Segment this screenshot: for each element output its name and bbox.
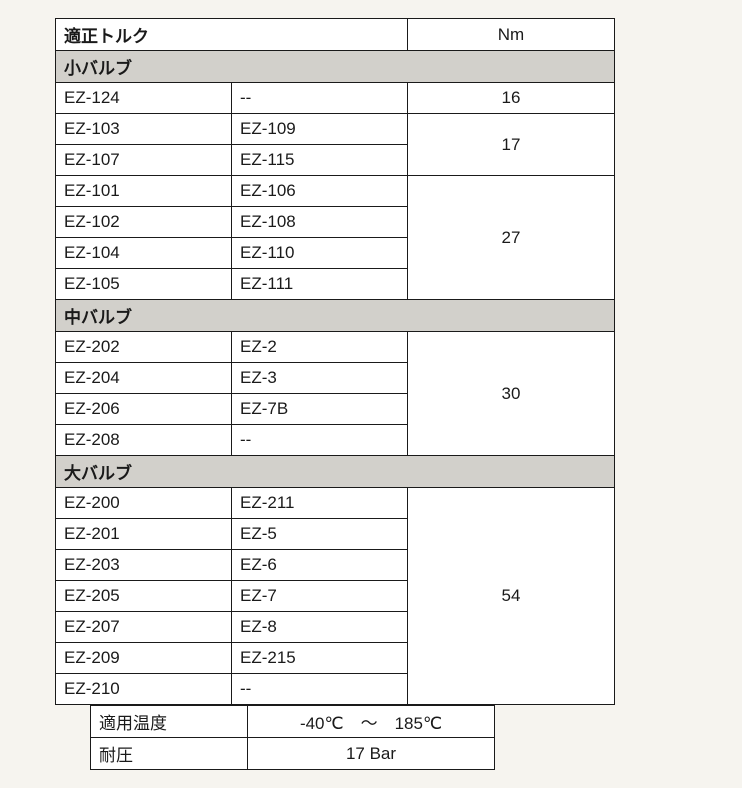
spec-table: 適用温度 -40℃ ～ 185℃ 耐圧 17 Bar xyxy=(90,705,495,770)
cell: EZ-205 xyxy=(56,581,232,612)
cell: EZ-101 xyxy=(56,176,232,207)
cell: EZ-103 xyxy=(56,114,232,145)
cell: EZ-2 xyxy=(232,332,408,363)
cell: -- xyxy=(232,425,408,456)
cell: EZ-207 xyxy=(56,612,232,643)
temp-value: -40℃ ～ 185℃ xyxy=(248,706,495,738)
value-cell: 54 xyxy=(408,488,615,705)
cell: EZ-102 xyxy=(56,207,232,238)
cell: EZ-105 xyxy=(56,269,232,300)
table-row: EZ-124 -- 16 xyxy=(56,83,615,114)
cell: EZ-206 xyxy=(56,394,232,425)
cell: EZ-215 xyxy=(232,643,408,674)
value-cell: 30 xyxy=(408,332,615,456)
table-row: EZ-202 EZ-2 30 xyxy=(56,332,615,363)
cell: EZ-3 xyxy=(232,363,408,394)
value-cell: 16 xyxy=(408,83,615,114)
table-title: 適正トルク xyxy=(56,19,408,51)
temp-label: 適用温度 xyxy=(91,706,248,738)
cell: EZ-6 xyxy=(232,550,408,581)
table-row: EZ-103 EZ-109 17 xyxy=(56,114,615,145)
cell: EZ-124 xyxy=(56,83,232,114)
section-medium: 中バルブ xyxy=(56,300,615,332)
cell: EZ-201 xyxy=(56,519,232,550)
cell: EZ-209 xyxy=(56,643,232,674)
cell: EZ-108 xyxy=(232,207,408,238)
cell: EZ-107 xyxy=(56,145,232,176)
section-large: 大バルブ xyxy=(56,456,615,488)
pressure-label: 耐圧 xyxy=(91,738,248,770)
spec-row: 耐圧 17 Bar xyxy=(91,738,495,770)
cell: -- xyxy=(232,83,408,114)
section-small: 小バルブ xyxy=(56,51,615,83)
cell: EZ-204 xyxy=(56,363,232,394)
table-row: EZ-200 EZ-211 54 xyxy=(56,488,615,519)
cell: EZ-7 xyxy=(232,581,408,612)
cell: EZ-106 xyxy=(232,176,408,207)
cell: EZ-115 xyxy=(232,145,408,176)
cell: EZ-109 xyxy=(232,114,408,145)
cell: -- xyxy=(232,674,408,705)
table-row: EZ-101 EZ-106 27 xyxy=(56,176,615,207)
cell: EZ-110 xyxy=(232,238,408,269)
cell: EZ-202 xyxy=(56,332,232,363)
cell: EZ-203 xyxy=(56,550,232,581)
cell: EZ-111 xyxy=(232,269,408,300)
cell: EZ-208 xyxy=(56,425,232,456)
cell: EZ-5 xyxy=(232,519,408,550)
torque-table: 適正トルク Nm 小バルブ EZ-124 -- 16 EZ-103 EZ-109… xyxy=(55,18,615,705)
cell: EZ-104 xyxy=(56,238,232,269)
cell: EZ-8 xyxy=(232,612,408,643)
pressure-value: 17 Bar xyxy=(248,738,495,770)
cell: EZ-7B xyxy=(232,394,408,425)
cell: EZ-210 xyxy=(56,674,232,705)
unit-cell: Nm xyxy=(408,19,615,51)
value-cell: 27 xyxy=(408,176,615,300)
value-cell: 17 xyxy=(408,114,615,176)
cell: EZ-211 xyxy=(232,488,408,519)
spec-row: 適用温度 -40℃ ～ 185℃ xyxy=(91,706,495,738)
cell: EZ-200 xyxy=(56,488,232,519)
